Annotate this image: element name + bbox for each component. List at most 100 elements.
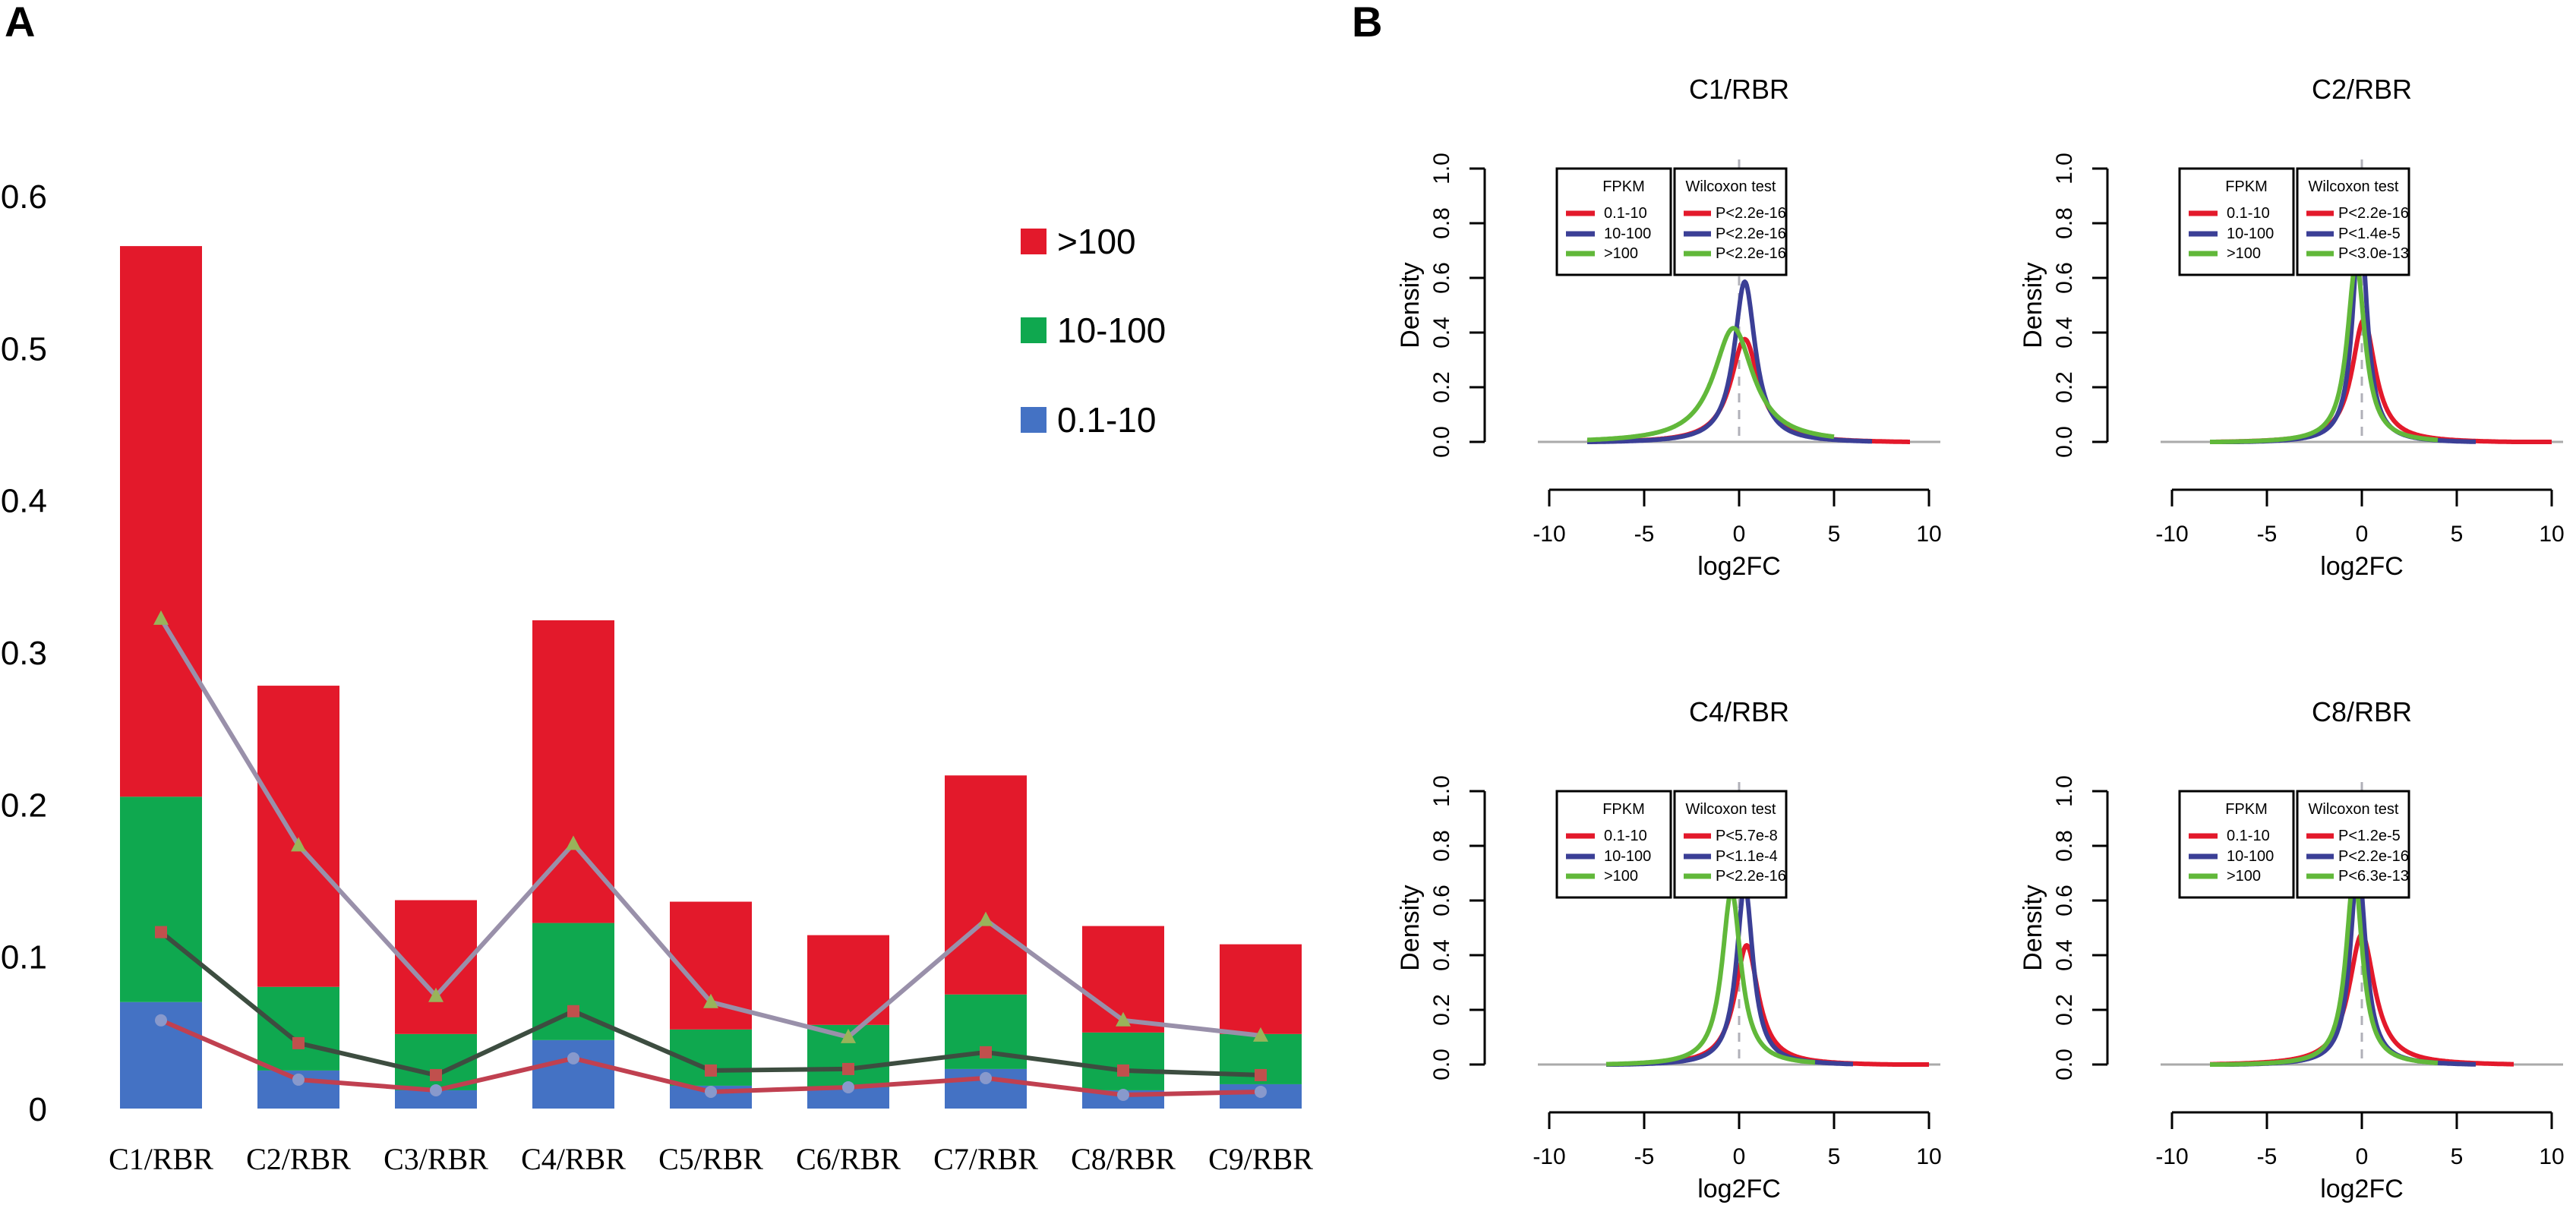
legend-box-fpkm	[1555, 167, 1672, 276]
plot-title: C4/RBR	[1689, 696, 1789, 727]
legend-label: 0.1-10	[1604, 205, 1647, 222]
x-tick-label: -5	[2257, 522, 2278, 547]
y-tick-label: 0.0	[2052, 426, 2077, 458]
dark-line-marker	[430, 1068, 442, 1081]
legend-label: P<2.2e-16	[1716, 245, 1786, 262]
x-tick-label: 10	[2539, 522, 2564, 547]
triangle-line-marker	[1253, 1027, 1268, 1042]
plot-title: C2/RBR	[2312, 74, 2412, 105]
legend-title: FPKM	[2225, 801, 2268, 818]
x-tick-label: -10	[2155, 1144, 2188, 1169]
dark-line-marker	[1117, 1064, 1129, 1077]
x-category-label: C8/RBR	[1071, 1142, 1176, 1176]
legend-box-fpkm	[2178, 790, 2295, 899]
legend-box-wilcoxon	[2296, 167, 2410, 276]
legend-box-fpkm	[2178, 167, 2295, 276]
bar-segment-100-1	[257, 686, 339, 987]
plot-title: C8/RBR	[2312, 696, 2412, 727]
plot-title: C1/RBR	[1689, 74, 1789, 105]
red-line-marker	[155, 1014, 167, 1027]
triangle-line-marker	[428, 987, 444, 1002]
legend-swatch	[1021, 407, 1046, 433]
panel-b-label: B	[1352, 0, 1382, 46]
x-axis-label: log2FC	[1697, 552, 1781, 581]
legend-label: P<2.2e-16	[2338, 848, 2409, 865]
triangle-line-marker	[841, 1028, 856, 1043]
red-line-marker	[705, 1085, 717, 1098]
y-tick-label: 0	[29, 1091, 47, 1128]
triangle-line-marker	[291, 837, 306, 852]
x-tick-label: -5	[2257, 1144, 2278, 1169]
density-plots: C1/RBR 0.0 0.2 0.4 0.6 0.8 1.0 Density -10 -5 0 5 10…	[1396, 74, 2565, 1203]
x-tick-label: 10	[2539, 1144, 2564, 1169]
legend-label: P<2.2e-16	[1716, 205, 1786, 222]
y-tick-label: 0.4	[2052, 317, 2077, 349]
dark-line-marker	[155, 926, 167, 938]
y-tick-label: 0.4	[2052, 939, 2077, 971]
legend-label: P<3.0e-13	[2338, 245, 2409, 262]
triangle-line-marker	[153, 610, 169, 625]
y-tick-label: 0.2	[1429, 994, 1454, 1026]
legend-label: P<2.2e-16	[1716, 226, 1786, 242]
density-curve-100	[1605, 888, 1817, 1067]
red-line-marker	[842, 1080, 854, 1093]
y-tick-label: 0.4	[1, 483, 47, 520]
y-axis-label: Density	[2019, 262, 2047, 348]
dark-line-marker	[705, 1064, 717, 1077]
density-curve-0110	[1605, 943, 1930, 1067]
x-axis-label: log2FC	[2320, 1175, 2404, 1203]
y-tick-label: 0.6	[1429, 885, 1454, 916]
y-tick-label: 0.3	[1, 635, 47, 672]
legend-box-wilcoxon	[1673, 790, 1788, 899]
bar-segment-10100-1	[257, 986, 339, 1071]
y-tick-label: 0.2	[1, 787, 47, 824]
y-tick-label: 0.6	[1429, 262, 1454, 294]
legend-label: 0.1-10	[2227, 205, 2270, 222]
x-tick-label: 5	[1828, 1144, 1841, 1169]
triangle-line-marker	[1116, 1011, 1131, 1027]
legend-label: 10-100	[2227, 848, 2274, 865]
x-tick-label: 0	[2356, 522, 2369, 547]
legend-swatch	[1021, 229, 1046, 254]
y-tick-label: 0.6	[2052, 262, 2077, 294]
density-curve-10100	[1605, 882, 1855, 1067]
y-axis-label: Density	[1396, 262, 1425, 348]
density-plot: C2/RBR 0.0 0.2 0.4 0.6 0.8 1.0 Density -10 -5 0 5 10…	[2019, 74, 2565, 581]
x-tick-label: -5	[1634, 522, 1655, 547]
legend-label: >100	[1057, 222, 1136, 261]
legend-title: Wilcoxon test	[2309, 801, 2399, 818]
legend-label: 10-100	[2227, 226, 2274, 242]
density-curve-0110	[2208, 317, 2553, 444]
density-plot: C8/RBR 0.0 0.2 0.4 0.6 0.8 1.0 Density -10 -5 0 5 10…	[2019, 696, 2565, 1203]
legend-label: >100	[1604, 245, 1638, 262]
legend-label: >100	[2227, 245, 2261, 262]
red-line-marker	[567, 1052, 579, 1065]
red-line-marker	[292, 1073, 305, 1086]
dark-line-marker	[1255, 1068, 1267, 1081]
bar-segment-100-8	[1220, 944, 1302, 1034]
y-tick-label: 0.8	[2052, 207, 2077, 239]
legend-title: FPKM	[2225, 178, 2268, 195]
x-category-label: C6/RBR	[796, 1142, 901, 1176]
x-tick-label: 10	[1916, 522, 1941, 547]
legend-label: P<1.1e-4	[1716, 848, 1778, 865]
dark-line-marker	[567, 1005, 579, 1017]
legend-label: P<1.4e-5	[2338, 226, 2401, 242]
x-tick-label: -10	[1533, 522, 1565, 547]
x-tick-label: 0	[1733, 522, 1746, 547]
x-category-label: C5/RBR	[658, 1142, 763, 1176]
triangle-line-marker	[703, 993, 718, 1008]
x-tick-label: -5	[1634, 1144, 1655, 1169]
dark-line-marker	[980, 1046, 992, 1058]
legend-label: >100	[2227, 868, 2261, 885]
bar-segment-0110-3	[532, 1039, 614, 1109]
legend-title: Wilcoxon test	[1686, 178, 1776, 195]
x-tick-label: -10	[2155, 522, 2188, 547]
y-tick-label: 1.0	[1429, 153, 1454, 185]
bar-segment-10100-0	[120, 796, 202, 1002]
red-line-marker	[1117, 1088, 1129, 1101]
y-tick-label: 0.6	[2052, 885, 2077, 916]
y-axis-label: Density	[1396, 885, 1425, 970]
bar-segment-10100-7	[1082, 1032, 1164, 1090]
